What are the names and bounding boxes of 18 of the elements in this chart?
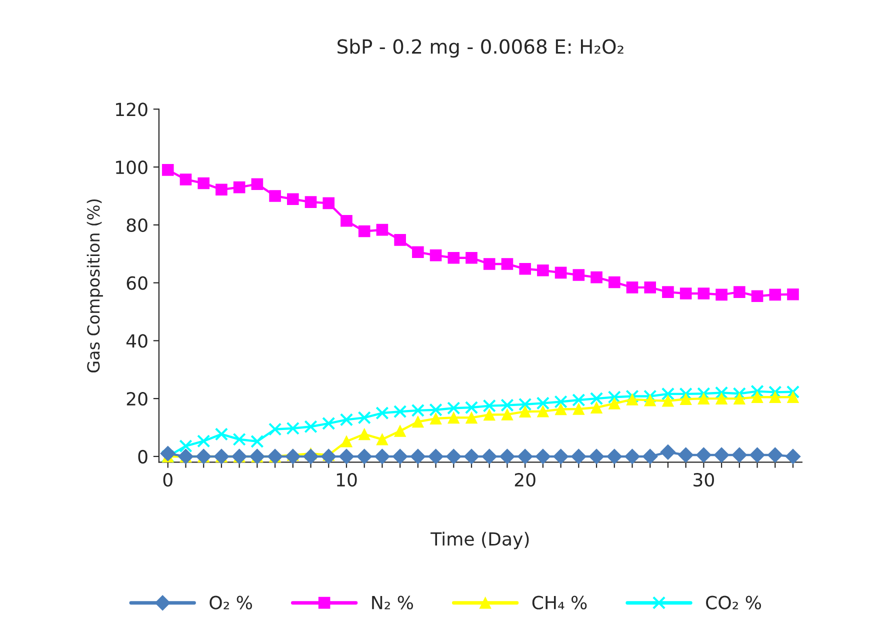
x-tick-label: 10 bbox=[336, 472, 357, 487]
x-tick-label: 20 bbox=[514, 472, 536, 487]
legend-label: CH₄ % bbox=[532, 596, 587, 610]
x-tick-label: 30 bbox=[694, 472, 714, 487]
legend-label: O₂ % bbox=[210, 596, 252, 610]
x-tick-label: 0 bbox=[163, 472, 172, 487]
x-axis-title: Time (Day) bbox=[430, 532, 529, 550]
y-axis-title: Gas Composition (%) bbox=[86, 199, 103, 372]
chart-title: SbP - 0.2 mg - 0.0068 E: H₂O₂ bbox=[338, 38, 624, 58]
y-tick-label: 100 bbox=[116, 160, 148, 174]
y-tick-label: 40 bbox=[126, 334, 148, 348]
legend-label: N₂ % bbox=[372, 596, 413, 610]
y-tick-label: 0 bbox=[138, 450, 148, 464]
legend-label: CO₂ % bbox=[706, 596, 761, 610]
y-tick-label: 120 bbox=[116, 102, 148, 116]
y-tick-label: 60 bbox=[126, 276, 148, 290]
y-tick-label: 20 bbox=[126, 392, 148, 406]
y-tick-label: 80 bbox=[126, 218, 148, 232]
